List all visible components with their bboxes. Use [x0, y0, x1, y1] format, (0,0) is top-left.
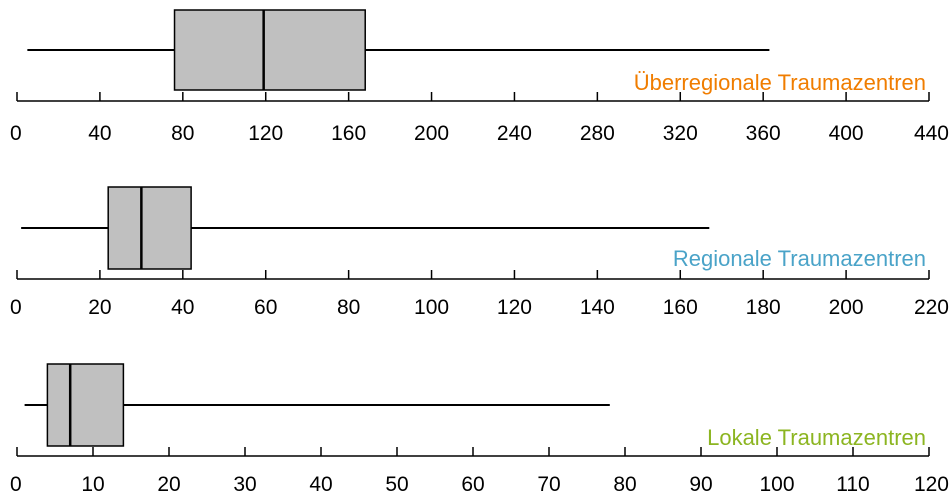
x-tick-label: 40 — [171, 296, 194, 319]
x-tick-label: 0 — [10, 473, 22, 495]
x-tick-label: 20 — [88, 296, 111, 319]
x-tick-label: 60 — [254, 296, 277, 319]
x-tick-label: 60 — [461, 473, 484, 495]
x-tick-label: 160 — [663, 296, 698, 319]
x-tick-label: 20 — [157, 473, 180, 495]
x-tick-label: 280 — [580, 122, 615, 145]
x-tick-label: 100 — [759, 473, 794, 495]
boxplot-panel: 0 20 40 60 80 100 120 140 160 180 200 220 Regionale … — [10, 186, 949, 319]
x-tick-label: 70 — [537, 473, 560, 495]
x-tick-label: 400 — [829, 122, 864, 145]
x-tick-label: 140 — [580, 296, 615, 319]
x-tick-label: 0 — [10, 122, 22, 145]
iqr-box — [46, 363, 125, 447]
x-tick-label: 320 — [663, 122, 698, 145]
iqr-box — [173, 9, 366, 91]
x-tick-label: 80 — [613, 473, 636, 495]
x-tick-label: 40 — [88, 122, 111, 145]
iqr-box — [107, 186, 192, 270]
x-tick-label: 240 — [497, 122, 532, 145]
x-tick-label: 180 — [746, 296, 781, 319]
x-tick-label: 80 — [171, 122, 194, 145]
x-tick-label: 100 — [414, 296, 449, 319]
x-tick-label: 110 — [836, 473, 869, 495]
x-tick-label: 0 — [10, 296, 22, 319]
x-tick-label: 120 — [914, 473, 949, 495]
x-tick-label: 440 — [914, 122, 949, 145]
x-tick-label: 40 — [309, 473, 332, 495]
x-tick-label: 200 — [829, 296, 864, 319]
x-tick-label: 360 — [746, 122, 781, 145]
x-tick-label: 120 — [497, 296, 532, 319]
x-tick-label: 10 — [81, 473, 104, 495]
boxplot-panel: 0 40 80 120 160 200 240 280 320 360 400 440 Überregi… — [10, 9, 949, 145]
x-tick-label: 50 — [385, 473, 408, 495]
x-tick-label: 220 — [914, 296, 949, 319]
panel-label: Überregionale Traumazentren — [634, 70, 926, 95]
panel-label: Lokale Traumazentren — [707, 425, 926, 450]
boxplot-panel: 0 10 20 30 40 50 60 70 80 90 100 110 120 Lokale Traum… — [10, 363, 949, 495]
x-tick-label: 120 — [248, 122, 283, 145]
x-tick-label: 80 — [337, 296, 360, 319]
x-tick-label: 90 — [689, 473, 712, 495]
x-tick-label: 30 — [233, 473, 256, 495]
x-tick-label: 160 — [331, 122, 366, 145]
panel-label: Regionale Traumazentren — [673, 246, 926, 271]
x-tick-label: 200 — [414, 122, 449, 145]
